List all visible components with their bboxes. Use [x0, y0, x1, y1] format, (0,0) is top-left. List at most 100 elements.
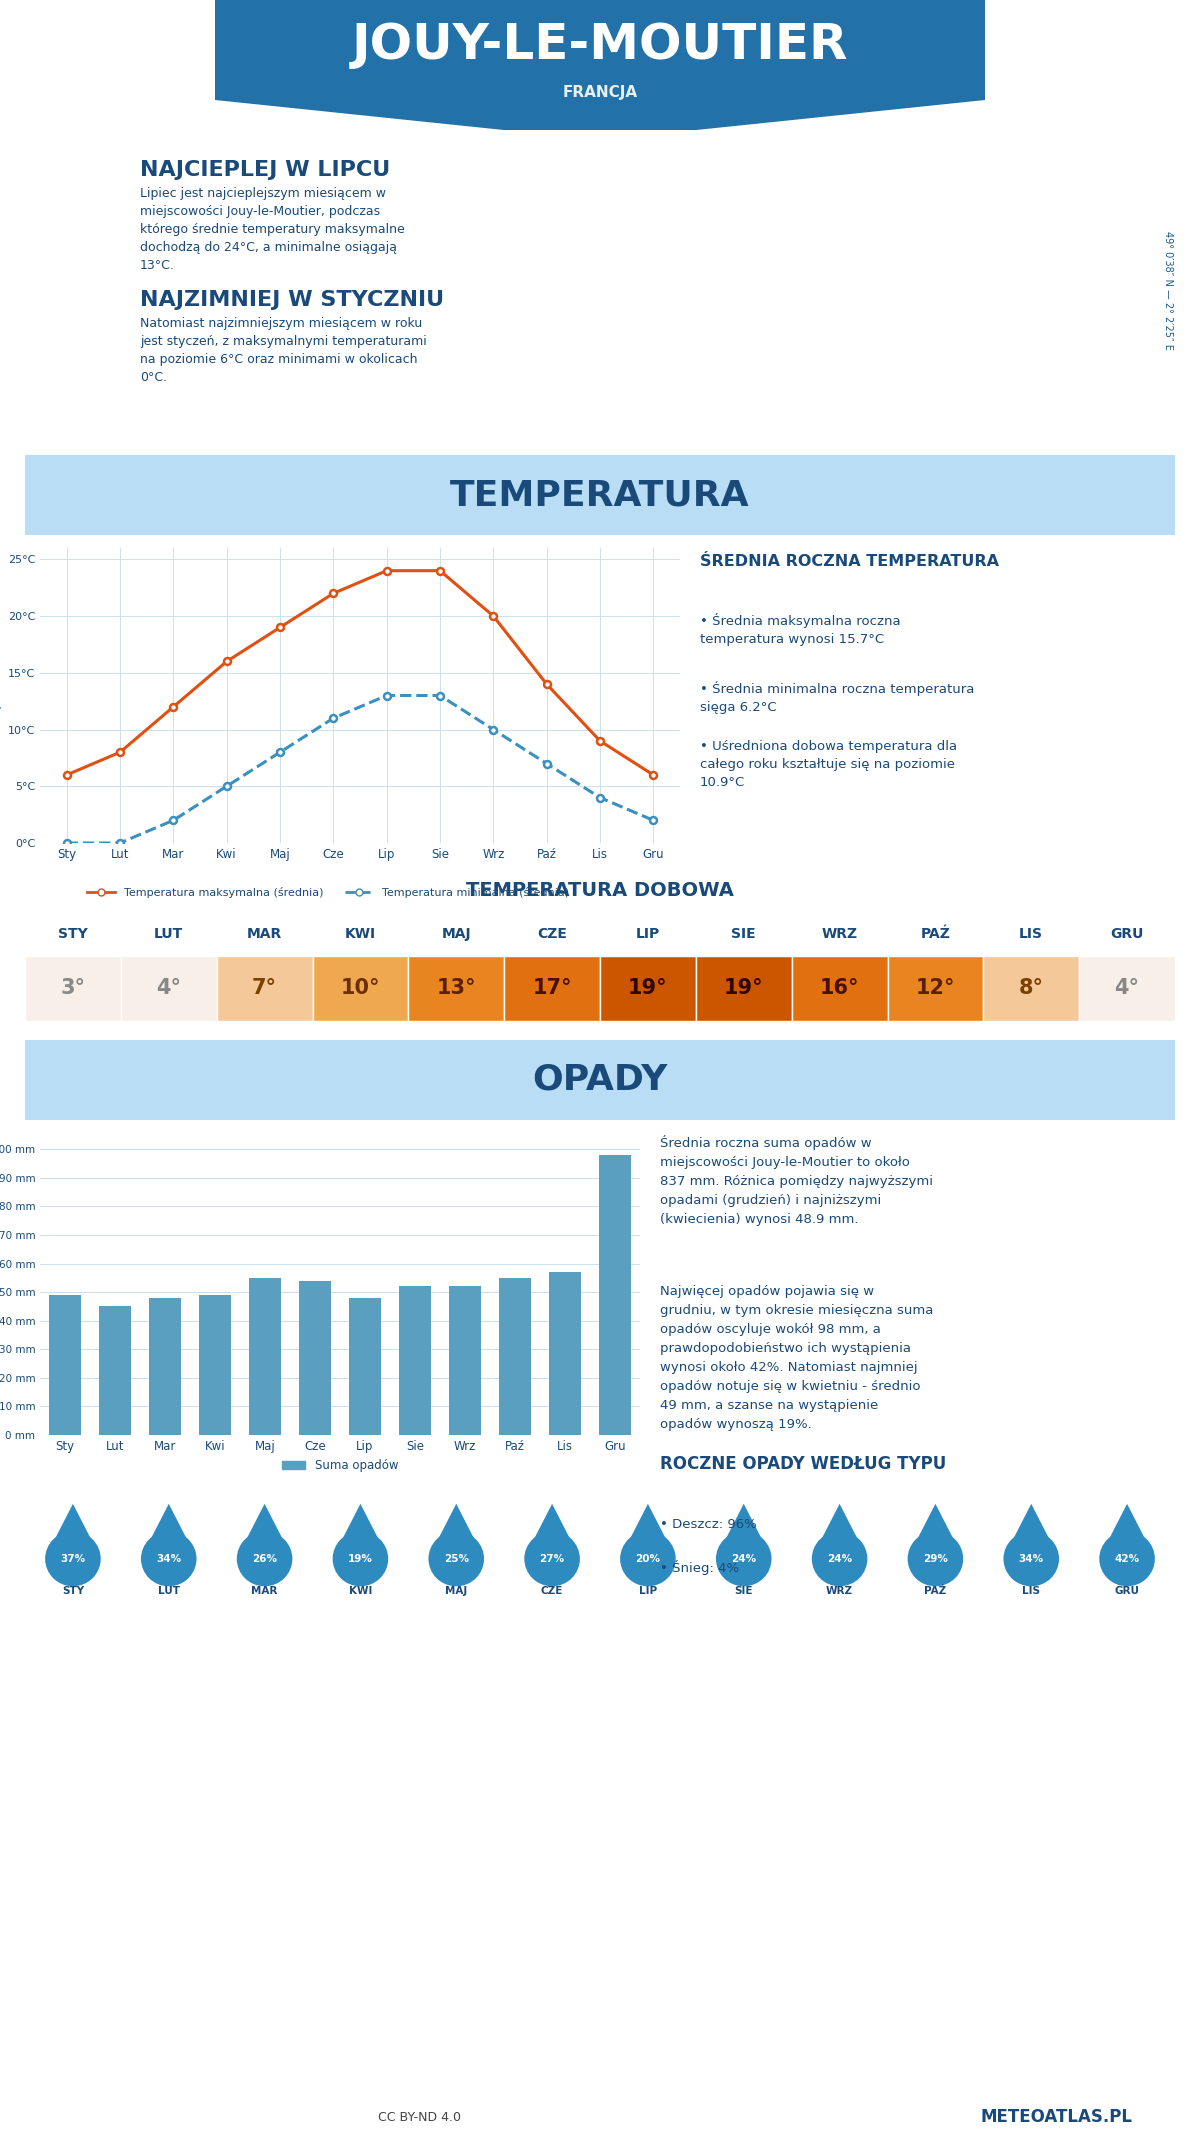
Text: Natomiast najzimniejszym miesiącem w roku
jest styczeń, z maksymalnymi temperatu: Natomiast najzimniejszym miesiącem w rok… — [140, 317, 427, 383]
Bar — [983, 957, 1079, 1021]
Text: STY: STY — [58, 927, 88, 942]
Bar — [600, 957, 696, 1021]
Text: LUT: LUT — [154, 927, 184, 942]
Text: 19°: 19° — [724, 978, 763, 999]
Polygon shape — [54, 1504, 92, 1541]
Text: 16°: 16° — [820, 978, 859, 999]
Polygon shape — [1108, 1504, 1146, 1541]
Text: FRANCJA: FRANCJA — [563, 83, 637, 98]
Text: 25%: 25% — [444, 1554, 469, 1564]
Bar — [98, 1305, 131, 1436]
Bar — [199, 1295, 232, 1436]
Text: ŚREDNIA ROCZNA TEMPERATURA: ŚREDNIA ROCZNA TEMPERATURA — [700, 554, 998, 569]
Text: 29%: 29% — [923, 1554, 948, 1564]
Text: LIS: LIS — [1022, 1586, 1040, 1596]
Text: GRU: GRU — [1110, 927, 1144, 942]
FancyBboxPatch shape — [0, 1036, 1200, 1124]
Text: 4°: 4° — [156, 978, 181, 999]
Text: 8°: 8° — [1019, 978, 1044, 999]
Bar — [548, 1271, 581, 1436]
Text: 26%: 26% — [252, 1554, 277, 1564]
Text: NAJCIEPLEJ W LIPCU: NAJCIEPLEJ W LIPCU — [140, 160, 390, 180]
Text: 49° 0′38″ N — 2° 2′25″ E: 49° 0′38″ N — 2° 2′25″ E — [1163, 231, 1174, 349]
Text: CC BY-ND 4.0: CC BY-ND 4.0 — [378, 2110, 462, 2125]
Text: ROCZNE OPADY WEDŁUG TYPU: ROCZNE OPADY WEDŁUG TYPU — [660, 1455, 947, 1472]
Text: 4°: 4° — [1115, 978, 1140, 999]
Text: Średnia roczna suma opadów w
miejscowości Jouy-le-Moutier to około
837 mm. Różni: Średnia roczna suma opadów w miejscowośc… — [660, 1134, 934, 1226]
Ellipse shape — [524, 1532, 580, 1586]
Bar — [49, 1295, 82, 1436]
Bar — [1079, 957, 1175, 1021]
Bar — [888, 957, 983, 1021]
Text: WRZ: WRZ — [826, 1586, 853, 1596]
Text: • Śnieg: 4%: • Śnieg: 4% — [660, 1560, 739, 1575]
Ellipse shape — [620, 1532, 676, 1586]
Text: SZANSA OPADÓW: SZANSA OPADÓW — [511, 1466, 689, 1483]
Text: SIE: SIE — [732, 927, 756, 942]
Ellipse shape — [332, 1532, 389, 1586]
Text: 24%: 24% — [827, 1554, 852, 1564]
Text: STY: STY — [62, 1586, 84, 1596]
Polygon shape — [533, 1504, 571, 1541]
Polygon shape — [215, 0, 985, 139]
Text: • Uśredniona dobowa temperatura dla
całego roku kształtuje się na poziomie
10.9°: • Uśredniona dobowa temperatura dla całe… — [700, 740, 958, 790]
Bar — [121, 957, 217, 1021]
Ellipse shape — [1099, 1532, 1154, 1586]
Text: PAŹ: PAŹ — [920, 927, 950, 942]
Text: MAR: MAR — [247, 927, 282, 942]
Bar — [499, 1278, 532, 1436]
Polygon shape — [917, 1504, 954, 1541]
Ellipse shape — [907, 1532, 964, 1586]
Text: TEMPERATURA DOBOWA: TEMPERATURA DOBOWA — [466, 880, 734, 899]
Polygon shape — [629, 1504, 667, 1541]
Text: METEOATLAS.PL: METEOATLAS.PL — [980, 2108, 1132, 2127]
Text: Najwięcej opadów pojawia się w
grudniu, w tym okresie miesięczna suma
opadów osc: Najwięcej opadów pojawia się w grudniu, … — [660, 1284, 934, 1432]
Polygon shape — [150, 1504, 188, 1541]
Text: 12°: 12° — [916, 978, 955, 999]
Text: NAJZIMNIEJ W STYCZNIU: NAJZIMNIEJ W STYCZNIU — [140, 291, 444, 310]
Text: PAŹ: PAŹ — [924, 1586, 947, 1596]
FancyBboxPatch shape — [0, 452, 1200, 537]
Text: TEMPERATURA: TEMPERATURA — [450, 477, 750, 511]
Text: MAJ: MAJ — [445, 1586, 467, 1596]
Text: KWI: KWI — [344, 927, 376, 942]
Bar — [299, 1280, 331, 1436]
Bar — [398, 1286, 431, 1436]
Ellipse shape — [428, 1532, 484, 1586]
Text: 7°: 7° — [252, 978, 277, 999]
Text: JOUY-LE-MOUTIER: JOUY-LE-MOUTIER — [352, 21, 848, 68]
Text: WRZ: WRZ — [822, 927, 858, 942]
Text: 10°: 10° — [341, 978, 380, 999]
Bar — [504, 957, 600, 1021]
Bar — [149, 1297, 181, 1436]
Bar — [248, 1278, 281, 1436]
Ellipse shape — [46, 1532, 101, 1586]
Text: CZE: CZE — [541, 1586, 563, 1596]
Ellipse shape — [716, 1532, 772, 1586]
Text: 34%: 34% — [156, 1554, 181, 1564]
Text: 27%: 27% — [540, 1554, 565, 1564]
Text: 17°: 17° — [533, 978, 572, 999]
Text: 20%: 20% — [636, 1554, 660, 1564]
Text: 3°: 3° — [60, 978, 85, 999]
Text: CZE: CZE — [538, 927, 568, 942]
Bar — [312, 957, 408, 1021]
Text: 19°: 19° — [628, 978, 667, 999]
Polygon shape — [246, 1504, 283, 1541]
Ellipse shape — [236, 1532, 293, 1586]
Text: 24%: 24% — [731, 1554, 756, 1564]
Ellipse shape — [811, 1532, 868, 1586]
Text: SIE: SIE — [734, 1586, 754, 1596]
Text: LIP: LIP — [638, 1586, 656, 1596]
Text: LIP: LIP — [636, 927, 660, 942]
Text: KWI: KWI — [349, 1586, 372, 1596]
Ellipse shape — [140, 1532, 197, 1586]
Text: 34%: 34% — [1019, 1554, 1044, 1564]
Bar — [217, 957, 312, 1021]
Bar — [349, 1297, 382, 1436]
Y-axis label: Temperatura: Temperatura — [0, 659, 2, 732]
Text: MAR: MAR — [251, 1586, 277, 1596]
Bar — [449, 1286, 481, 1436]
Text: LIS: LIS — [1019, 927, 1043, 942]
Text: 42%: 42% — [1115, 1554, 1140, 1564]
